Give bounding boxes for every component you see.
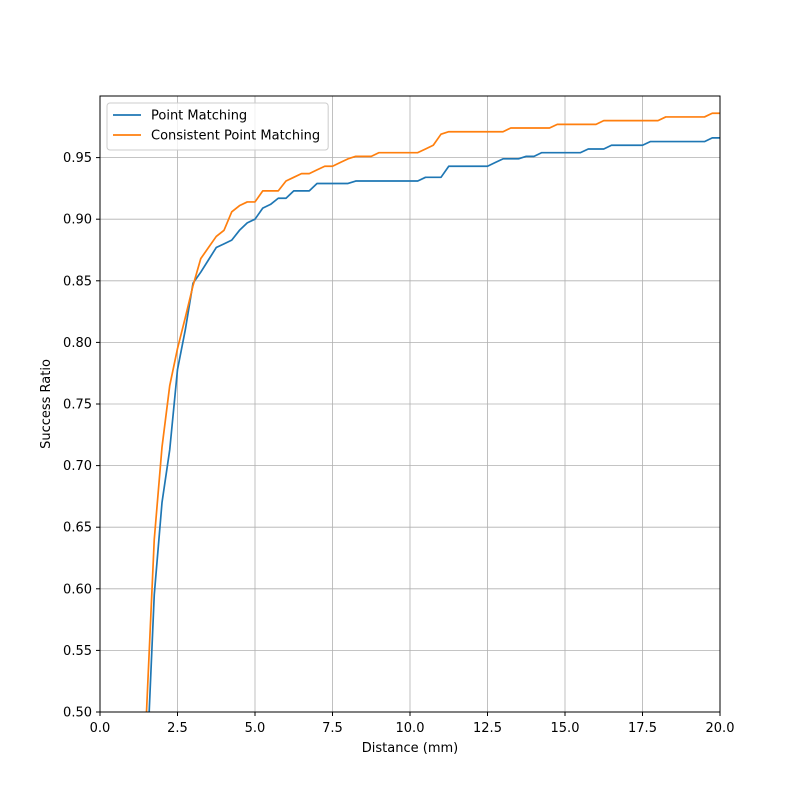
axes: 0.0 2.5 5.0 7.5 10.0 12.5 15.0 17.5 20.0 0.50 0.55… [63,151,734,736]
x-tick-label: 20.0 [706,721,735,736]
legend-label: Consistent Point Matching [151,129,320,144]
y-tick-label: 0.95 [63,151,92,166]
x-tick-label: 7.5 [322,721,343,736]
legend-label: Point Matching [151,109,247,124]
series-line [148,137,720,712]
y-axis-label: Success Ratio [39,359,54,449]
x-tick-label: 17.5 [628,721,657,736]
y-tick-label: 0.70 [63,459,92,474]
x-tick-label: 10.0 [396,721,425,736]
y-tick-label: 0.80 [63,336,92,351]
legend: Point Matching Consistent Point Matching [106,102,329,151]
y-tick-label: 0.75 [63,398,92,413]
legend-box [106,102,329,151]
lines [145,112,720,712]
x-tick-label: 5.0 [245,721,266,736]
x-tick-label: 2.5 [167,721,188,736]
y-tick-label: 0.85 [63,274,92,289]
x-axis-label: Distance (mm) [362,741,458,756]
y-tick-label: 0.90 [63,213,92,228]
x-tick-label: 15.0 [551,721,580,736]
x-tick-label: 12.5 [473,721,502,736]
series-line [145,112,720,712]
x-tick-label: 0.0 [90,721,111,736]
y-tick-label: 0.65 [63,521,92,536]
y-tick-label: 0.50 [63,706,92,721]
y-tick-label: 0.60 [63,582,92,597]
y-tick-label: 0.55 [63,644,92,659]
